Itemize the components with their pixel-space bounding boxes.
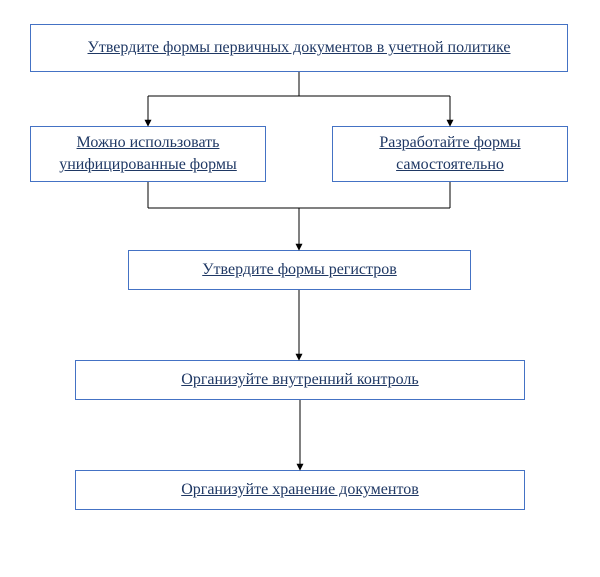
flow-node-approve-forms: Утвердите формы первичных документов в у… [30, 24, 568, 72]
flow-link[interactable]: Можно использовать унифицированные формы [37, 132, 259, 175]
flow-node-internal-control: Организуйте внутренний контроль [75, 360, 525, 400]
flow-node-develop-own: Разработайте формы самостоятельно [332, 126, 568, 182]
flow-link[interactable]: Организуйте хранение документов [181, 479, 419, 501]
flow-node-storage: Организуйте хранение документов [75, 470, 525, 510]
flow-link[interactable]: Организуйте внутренний контроль [181, 369, 418, 391]
flow-link[interactable]: Разработайте формы самостоятельно [339, 132, 561, 175]
flow-node-use-unified: Можно использовать унифицированные формы [30, 126, 266, 182]
flow-link[interactable]: Утвердите формы регистров [202, 259, 397, 281]
flow-node-approve-registers: Утвердите формы регистров [128, 250, 471, 290]
flow-link[interactable]: Утвердите формы первичных документов в у… [88, 37, 511, 59]
